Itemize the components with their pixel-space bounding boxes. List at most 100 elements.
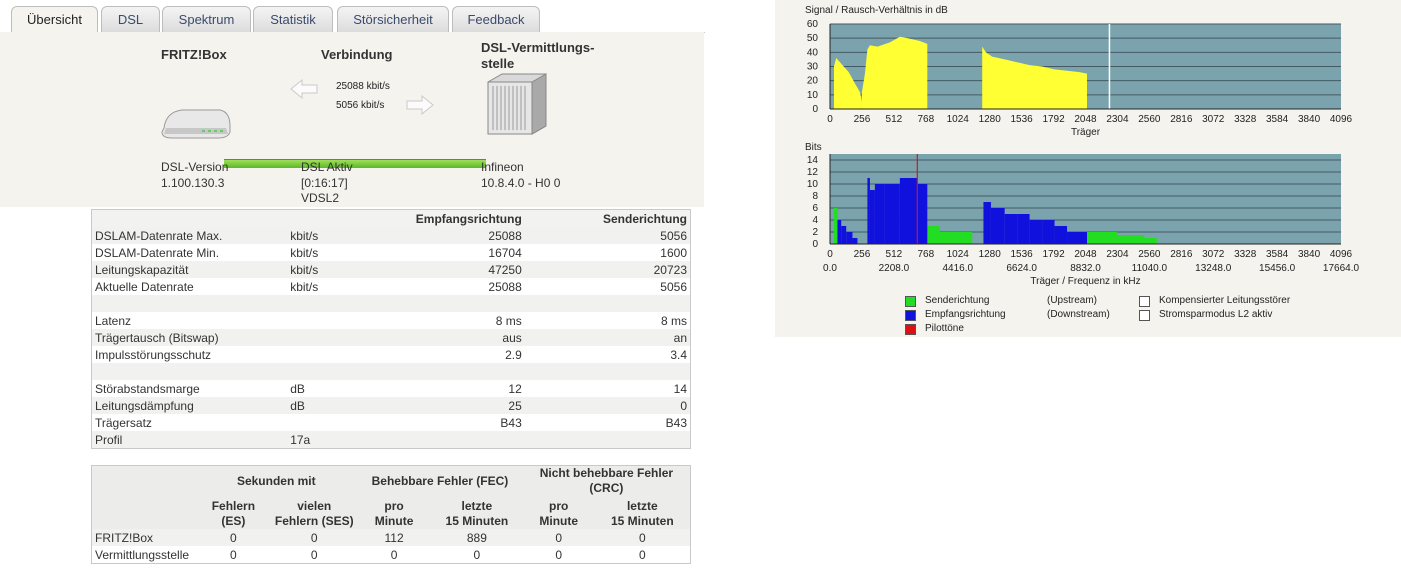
column-header: letzte 15 Minuten	[430, 496, 523, 529]
value-cell: 16704	[488, 245, 522, 260]
value-cell	[396, 363, 525, 380]
dsl-uptime: [0:16:17]	[301, 176, 348, 190]
unit-cell	[287, 329, 397, 346]
table-row: Störabstandsmarge dB 12 14	[92, 380, 691, 397]
tab-uebersicht[interactable]: Übersicht	[11, 6, 98, 33]
error-statistics-table: Sekunden mit Behebbare Fehler (FEC) Nich…	[91, 465, 691, 564]
unit-cell: kbit/s	[287, 261, 397, 278]
bits-x-tick-label: 2048	[1074, 249, 1097, 260]
bits-x-tick-label: 1280	[979, 249, 1002, 260]
left-panel: Übersicht DSL Spektrum Statistik Störsic…	[0, 6, 705, 564]
snr-y-tick-label: 20	[807, 76, 819, 87]
column-header	[91, 465, 196, 496]
snr-x-tick-label: 3072	[1202, 114, 1225, 125]
column-header-receive: Empfangsrichtung	[396, 209, 525, 227]
table-row: DSLAM-Datenrate Max. kbit/s 25088 5056	[91, 227, 691, 244]
table-row: FRITZ!Box 0 0 112 889 0 0	[91, 529, 691, 546]
bits-x-tick-label: 3072	[1202, 249, 1225, 260]
value-cell: an	[524, 329, 691, 346]
snr-y-tick-label: 60	[807, 19, 819, 30]
snr-x-tick-label: 2816	[1170, 114, 1193, 125]
bits-y-tick-label: 10	[807, 179, 819, 190]
tab-spektrum[interactable]: Spektrum	[162, 6, 251, 32]
tab-dsl[interactable]: DSL	[101, 6, 160, 32]
snr-x-tick-label: 768	[917, 114, 934, 125]
value-cell: 889	[430, 529, 523, 546]
value-cell: 0	[473, 547, 481, 562]
dsl-mode: VDSL2	[301, 191, 340, 205]
tab-statistik[interactable]: Statistik	[253, 6, 333, 32]
legend-label-pilot: Pilottöne	[925, 323, 964, 334]
bits-freq-tick-label: 15456.0	[1259, 263, 1296, 274]
legend-swatch-upstream	[905, 296, 916, 307]
fritzbox-title: FRITZ!Box	[161, 47, 227, 62]
value-cell: 0	[310, 547, 318, 562]
upstream-bar	[939, 232, 955, 244]
column-header	[91, 209, 288, 227]
unit-cell: kbit/s	[290, 245, 319, 260]
connection-title: Verbindung	[321, 47, 393, 62]
value-cell: 25088	[396, 227, 525, 244]
bits-y-tick-label: 6	[812, 203, 818, 214]
value-cell: 0	[594, 529, 691, 546]
dsl-version-label: DSL-Version	[161, 160, 229, 174]
row-label	[91, 363, 288, 380]
snr-x-tick-label: 3584	[1266, 114, 1289, 125]
dslam-cabinet-icon	[487, 73, 547, 135]
snr-y-tick-label: 40	[807, 47, 819, 58]
value-cell	[396, 431, 525, 449]
bits-y-tick-label: 0	[812, 239, 818, 250]
dslam-title-line1: DSL-Vermittlungs-	[481, 40, 595, 55]
table-row: Leitungsdämpfung dB 25 0	[91, 397, 691, 414]
table-header-row: Empfangsrichtung Senderichtung	[91, 209, 691, 227]
bits-x-tick-label: 2816	[1170, 249, 1193, 260]
bits-x-tick-label: 1792	[1042, 249, 1065, 260]
arrow-right-icon	[406, 94, 434, 116]
bits-freq-tick-label: 11040.0	[1132, 263, 1168, 274]
dslam-title-line2: stelle	[481, 56, 515, 71]
value-cell: 12	[508, 381, 522, 396]
snr-series-area	[861, 36, 928, 109]
unit-cell	[287, 346, 397, 363]
bits-y-tick-label: 8	[812, 191, 818, 202]
bits-y-tick-label: 12	[807, 167, 819, 178]
downstream-bar	[1067, 232, 1087, 244]
value-cell	[524, 363, 691, 380]
row-label: Profil	[91, 431, 288, 449]
downstream-bar	[983, 202, 991, 244]
value-cell: 112	[357, 529, 431, 546]
legend-label-upstream: Senderichtung	[925, 295, 990, 306]
snr-x-tick-label: 2304	[1106, 114, 1129, 125]
tab-stoersicherheit[interactable]: Störsicherheit	[337, 6, 449, 32]
legend-label-crosstalk: Kompensierter Leitungsstörer	[1159, 295, 1291, 306]
value-cell: 3.4	[670, 347, 687, 362]
unit-cell	[287, 363, 397, 380]
downstream-bar	[852, 238, 858, 244]
downstream-bar	[899, 178, 918, 244]
row-label: Störabstandsmarge	[95, 381, 200, 396]
value-cell: 5056	[660, 279, 687, 294]
bits-x-tick-label: 2560	[1138, 249, 1161, 260]
unit-cell	[287, 414, 397, 431]
tab-feedback[interactable]: Feedback	[452, 6, 540, 32]
column-header-send: Senderichtung	[524, 209, 691, 227]
bits-x-tick-label: 1536	[1011, 249, 1034, 260]
spectrum-panel: Signal / Rausch-Verhältnis in dB 0 10 20 30…	[775, 0, 1401, 337]
downstream-bar	[917, 184, 928, 244]
snr-y-tick-label: 30	[807, 62, 819, 73]
snr-chart-title: Signal / Rausch-Verhältnis in dB	[805, 5, 948, 16]
downstream-bar	[874, 184, 885, 244]
snr-x-tick-label: 3328	[1234, 114, 1257, 125]
downstream-bar	[867, 178, 870, 244]
connection-overview: FRITZ!Box Verbindung DSL-Vermittlungs- s…	[0, 32, 704, 207]
value-cell: 25088	[488, 279, 522, 294]
upstream-bar	[1144, 238, 1157, 244]
column-header: Fehlern (ES)	[195, 496, 272, 529]
upstream-bar	[1116, 235, 1145, 244]
snr-y-tick-label: 10	[807, 90, 819, 101]
table-row: Latenz 8 ms 8 ms	[92, 312, 691, 329]
row-label: Leitungsdämpfung	[91, 397, 288, 414]
legend-label-l2: Stromsparmodus L2 aktiv	[1159, 309, 1273, 320]
bits-x-axis-label: Träger / Frequenz in kHz	[1030, 276, 1140, 287]
bits-freq-tick-label: 17664.0	[1323, 263, 1360, 274]
